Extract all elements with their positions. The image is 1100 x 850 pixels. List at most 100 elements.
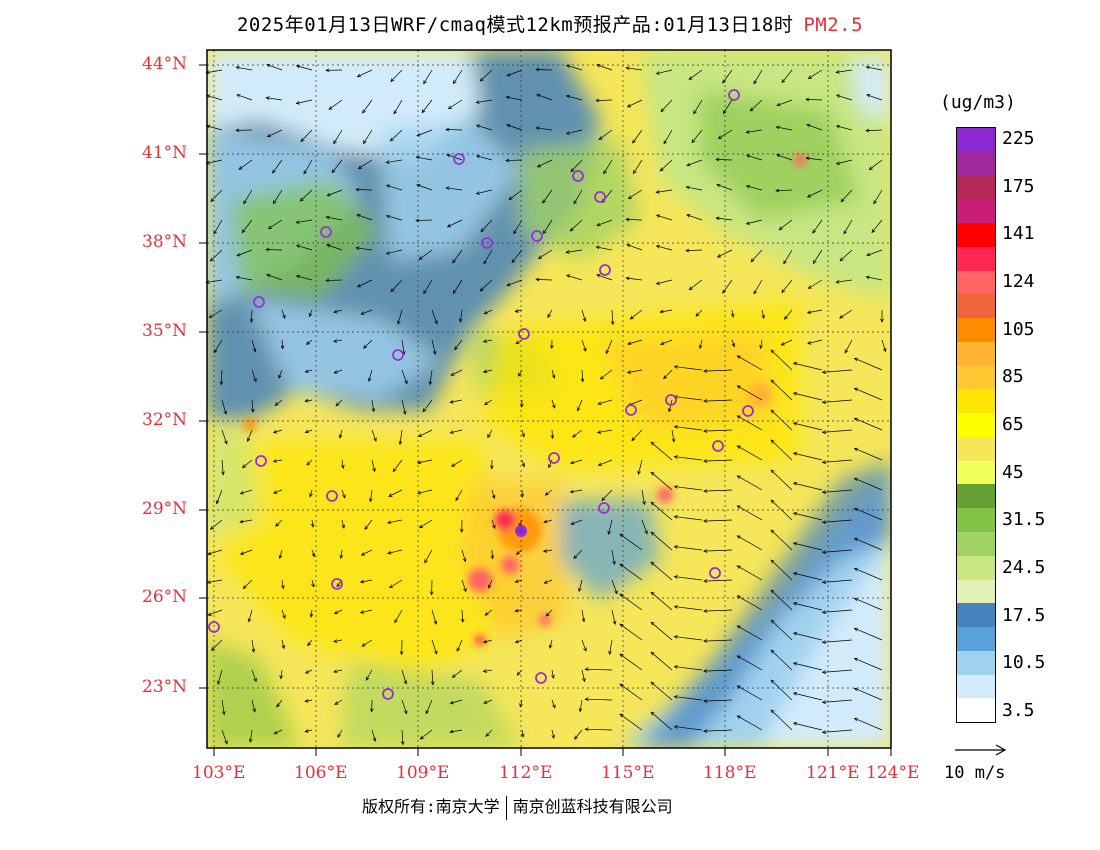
wind-arrow-icon: [475, 99, 493, 104]
wind-arrow-icon: [551, 399, 556, 409]
wind-arrow-icon: [853, 657, 883, 671]
wind-arrow-icon: [221, 699, 226, 716]
wind-arrow-icon: [570, 159, 583, 173]
wind-arrow-icon: [853, 447, 883, 461]
wind-arrow-icon: [446, 219, 463, 228]
wind-arrow-icon: [736, 445, 763, 461]
wind-arrow-icon: [641, 489, 646, 506]
wind-arrow-icon: [454, 339, 463, 351]
wind-arrow-icon: [551, 729, 555, 739]
wind-arrow-icon: [424, 549, 433, 564]
wind-arrow-icon: [239, 549, 253, 555]
wind-arrow-icon: [775, 125, 793, 131]
wind-arrow-icon: [792, 572, 823, 581]
legend-swatch: [957, 389, 995, 414]
legend-swatch: [957, 484, 995, 509]
wind-arrow-icon: [521, 459, 526, 468]
wind-arrow-icon: [792, 482, 823, 491]
wind-arrow-icon: [360, 549, 373, 556]
wind-arrow-icon: [326, 243, 343, 251]
legend-swatch: [957, 270, 995, 295]
circle-marker-icon: [728, 89, 740, 101]
wind-arrow-icon: [853, 567, 883, 581]
wind-arrow-icon: [484, 609, 493, 616]
wind-arrow-icon: [273, 489, 283, 494]
wind-arrow-icon: [401, 699, 408, 715]
wind-arrow-icon: [482, 369, 493, 374]
wind-arrow-icon: [238, 159, 253, 170]
wind-arrow-icon: [337, 729, 343, 738]
wind-arrow-icon: [625, 217, 643, 222]
wind-arrow-icon: [392, 459, 403, 473]
wind-arrow-icon: [241, 219, 253, 234]
title-main: 2025年01月13日WRF/cmaq模式12km预报产品:01月13日18时: [236, 14, 794, 36]
wind-arrow-icon: [450, 369, 463, 376]
wind-arrow-icon: [250, 399, 255, 413]
wind-arrow-icon: [703, 429, 733, 433]
wind-arrow-icon: [394, 609, 403, 624]
wind-arrow-icon: [753, 279, 763, 295]
legend-swatch: [957, 128, 995, 152]
wind-arrow-icon: [251, 699, 256, 713]
legend-swatch: [957, 246, 995, 271]
wind-arrow-icon: [371, 429, 377, 442]
wind-arrow-icon: [453, 69, 463, 85]
wind-arrow-icon: [536, 159, 553, 168]
wind-arrow-icon: [736, 355, 763, 371]
wind-arrow-icon: [581, 339, 587, 352]
wind-arrow-icon: [673, 695, 703, 701]
wind-arrow-icon: [265, 96, 283, 101]
wind-key-arrow-icon: [955, 744, 1007, 756]
longitude-label: 124°E: [866, 763, 920, 783]
wind-arrow-icon: [821, 489, 853, 494]
wind-arrow-icon: [663, 369, 673, 380]
wind-arrow-icon: [673, 485, 703, 491]
wind-arrow-icon: [205, 69, 223, 75]
wind-arrow-icon: [475, 189, 493, 195]
wind-arrow-icon: [207, 549, 223, 556]
circle-marker-icon: [535, 672, 547, 684]
wind-arrow-icon: [418, 429, 433, 437]
wind-arrow-icon: [266, 129, 283, 138]
circle-marker-icon: [625, 404, 637, 416]
wind-arrow-icon: [753, 69, 763, 85]
map-frame: [206, 49, 892, 749]
wind-arrow-icon: [565, 129, 583, 135]
wind-arrow-icon: [355, 187, 373, 192]
latitude-label: 35°N: [142, 321, 188, 341]
wind-arrow-icon: [328, 99, 343, 110]
wind-arrow-icon: [745, 219, 763, 225]
wind-arrow-icon: [515, 549, 523, 555]
wind-arrow-icon: [736, 685, 763, 701]
wind-arrow-icon: [573, 189, 583, 205]
wind-arrow-icon: [569, 459, 583, 465]
wind-arrow-icon: [431, 639, 438, 655]
wind-arrow-icon: [596, 274, 613, 281]
wind-arrow-icon: [572, 429, 583, 438]
circle-marker-icon: [382, 688, 394, 700]
wind-arrow-icon: [460, 609, 465, 623]
circle-marker-icon: [712, 440, 724, 452]
wind-arrow-icon: [325, 278, 343, 283]
wind-arrow-icon: [660, 99, 673, 113]
legend-label: 225: [1002, 127, 1035, 149]
wind-arrow-icon: [655, 244, 673, 251]
wind-arrow-icon: [821, 609, 853, 614]
wind-arrow-icon: [660, 339, 673, 346]
wind-arrow-icon: [650, 651, 673, 671]
wind-arrow-icon: [736, 475, 763, 491]
wind-arrow-icon: [736, 595, 763, 611]
legend-swatch: [957, 460, 995, 485]
wind-arrow-icon: [281, 579, 285, 590]
wind-arrow-icon: [273, 189, 283, 205]
wind-arrow-icon: [759, 339, 763, 350]
wind-arrow-icon: [295, 274, 313, 281]
wind-arrow-icon: [703, 459, 733, 463]
wind-arrow-icon: [650, 561, 673, 581]
wind-arrow-icon: [266, 273, 283, 281]
wind-arrow-icon: [239, 489, 253, 495]
wind-arrow-icon: [673, 575, 703, 581]
wind-arrow-icon: [703, 399, 733, 403]
wind-arrow-icon: [355, 246, 373, 251]
wind-arrow-icon: [235, 275, 253, 281]
